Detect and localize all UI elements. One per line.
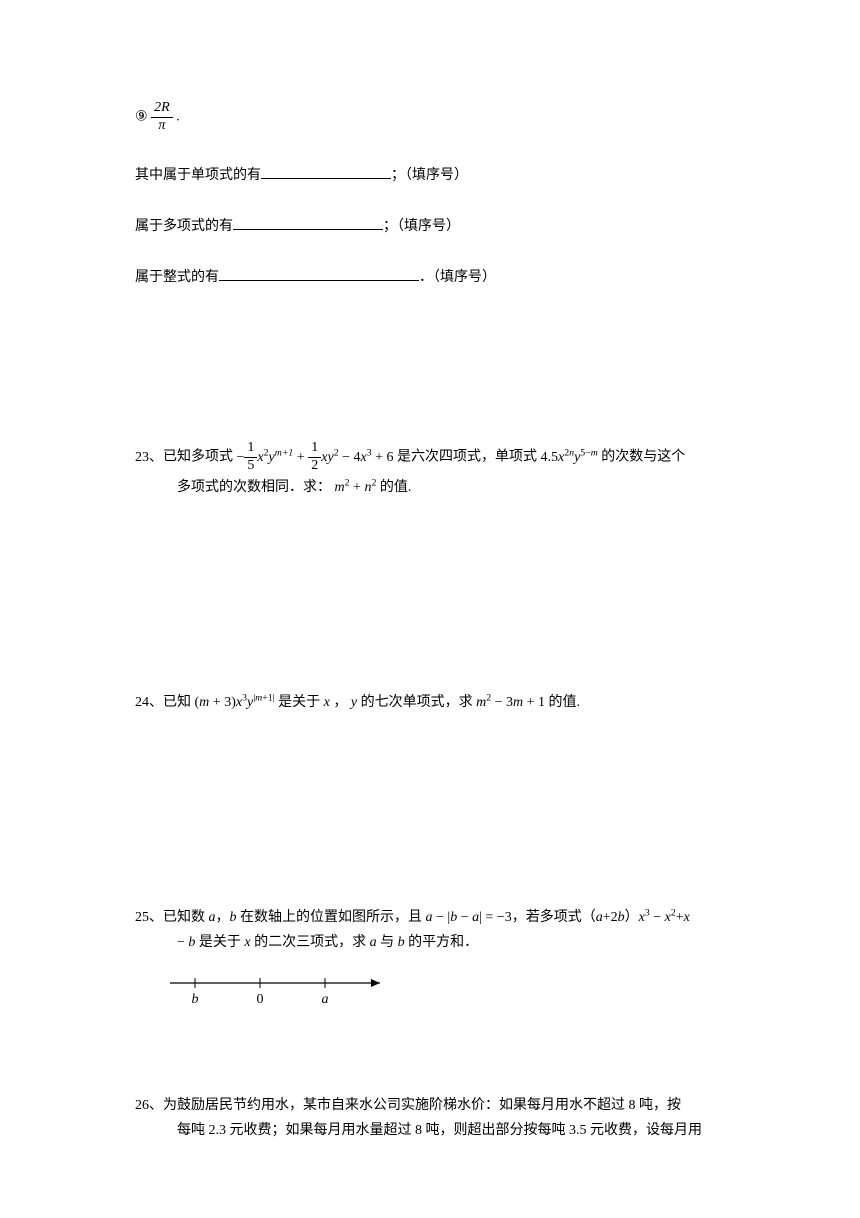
item-9-expression: ⑨ 2R π . (135, 100, 750, 135)
question-24: 24、已知 (m + 3)x3y|m+1| 是关于 x ， y 的七次单项式，求… (135, 690, 750, 715)
nl-label-b: b (192, 992, 199, 1007)
blank-monomial (261, 165, 391, 179)
nl-label-a: a (322, 992, 329, 1007)
q23-number: 23、 (135, 445, 163, 470)
nl-label-0: 0 (257, 992, 264, 1007)
fill-polynomial: 属于多项式的有；（填序号） (135, 214, 750, 239)
question-26: 26、为鼓励居民节约用水，某市自来水公司实施阶梯水价：如果每月用水不超过 8 吨… (135, 1093, 750, 1143)
q23-continuation: 多项式的次数相同．求： m2 + n2 的值. (135, 475, 750, 500)
q26-continuation: 每吨 2.3 元收费；如果每月用水量超过 8 吨，则超出部分按每吨 3.5 元收… (135, 1118, 750, 1143)
question-23: 23、已知多项式 −15x2ym+1 + 12xy2 − 4x3 + 6 是六次… (135, 440, 750, 500)
q23-polynomial: −15x2ym+1 + 12xy2 − 4x3 + 6 (237, 450, 398, 465)
blank-integral (219, 267, 419, 281)
q24-number: 24、 (135, 690, 163, 715)
fill-integral: 属于整式的有．（填序号） (135, 265, 750, 290)
question-25: 25、已知数 a，b 在数轴上的位置如图所示，且 a − |b − a| = −… (135, 905, 750, 1007)
q25-continuation: − b 是关于 x 的二次三项式，求 a 与 b 的平方和． (135, 930, 750, 955)
q25-abs-expr: a − |b − a| = −3 (426, 910, 512, 925)
fraction-2r-pi: 2R π (151, 100, 173, 135)
period: . (176, 110, 180, 125)
marker-9: ⑨ (135, 110, 148, 125)
q23-monomial: 4.5x2ny5−m (541, 450, 602, 465)
q24-expression: (m + 3)x3y|m+1| (195, 695, 275, 710)
blank-polynomial (233, 216, 383, 230)
q23-result-expr: m2 + n2 (335, 480, 380, 495)
number-line-diagram: b 0 a (165, 968, 750, 1008)
q25-number: 25、 (135, 905, 163, 930)
q25-poly-expr: x3 − x2+x (639, 910, 690, 925)
q26-number: 26、 (135, 1093, 163, 1118)
fill-monomial: 其中属于单项式的有；（填序号） (135, 163, 750, 188)
q24-result-expr: m2 − 3m + 1 (476, 695, 545, 710)
number-line-svg: b 0 a (165, 968, 395, 1008)
